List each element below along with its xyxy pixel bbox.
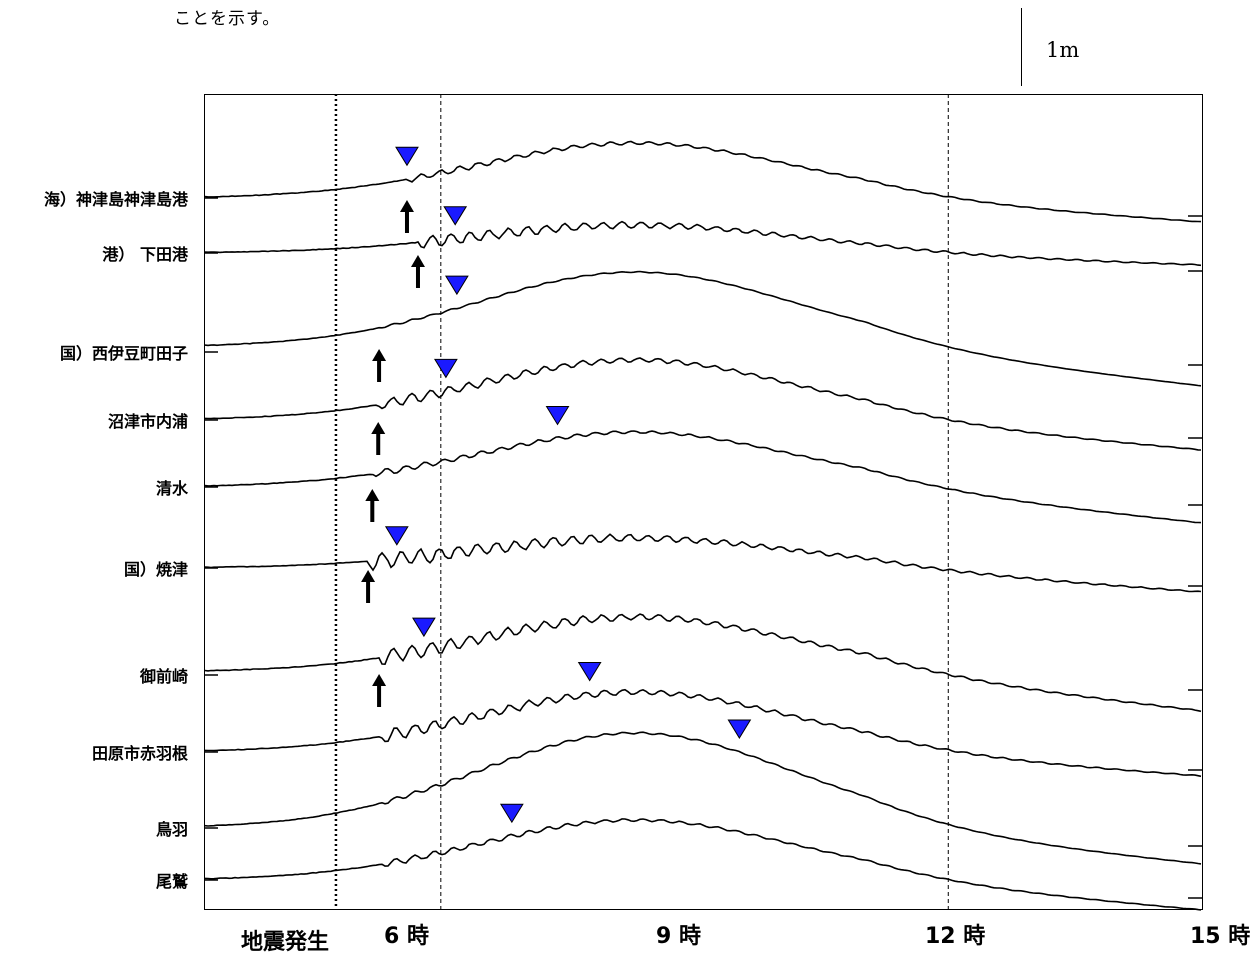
max-height-marker [499,803,524,824]
caption-text: ことを示す。 [174,9,281,29]
scale-label: 1m [1046,38,1080,62]
x-tick-label: 15 時 [1190,924,1251,949]
max-height-marker [577,662,602,682]
arrival-arrow-shaft [376,433,381,455]
tide-trace-line [204,731,1202,865]
station-label: 尾鷲 [155,872,188,891]
arrival-arrow-shaft [377,685,382,707]
max-height-marker [444,275,469,296]
max-height-marker [433,358,458,379]
arrival-arrow [372,674,387,686]
tide-trace-line [204,357,1202,451]
tide-trace-line [204,688,1202,778]
station-label: 清水 [155,479,188,498]
max-height-marker [727,719,752,740]
tide-trace-line [204,140,1202,223]
station-label: 田原市赤羽根 [91,744,188,763]
arrival-arrow [371,422,386,434]
x-tick-label: 6 時 [384,924,429,949]
arrival-arrow [410,255,425,267]
arrival-arrow-shaft [377,360,382,382]
tide-trace-line [204,430,1202,524]
earthquake-label: 地震発生 [241,930,330,955]
station-label: 沼津市内浦 [107,412,188,431]
plot-frame [204,94,1203,910]
station-label: 国）焼津 [123,560,188,579]
station-label: 港） 下田港 [102,245,188,264]
scale-bar [1021,8,1022,86]
arrival-arrow [361,570,376,582]
station-label: 国）西伊豆町田子 [59,344,188,363]
max-height-marker [412,617,436,638]
arrival-arrow-shaft [366,581,371,603]
station-label: 御前崎 [139,667,188,686]
x-tick-label: 9 時 [656,924,701,949]
tide-trace-line [204,220,1202,267]
max-height-marker [443,206,468,226]
arrival-arrow [365,489,380,501]
tide-trace-line [204,613,1202,713]
max-height-marker [395,146,419,167]
arrival-arrow-shaft [370,500,375,522]
max-height-marker [384,526,409,546]
tide-trace-line [204,818,1202,911]
station-label: 鳥羽 [155,820,188,839]
tide-trace-line [204,270,1202,387]
arrival-arrow [399,200,414,212]
arrival-arrow [372,349,387,361]
arrival-arrow-shaft [404,211,409,233]
tide-trace-line [204,533,1202,593]
arrival-arrow-shaft [415,266,420,288]
station-label: 海）神津島神津島港 [43,190,188,209]
max-height-marker [545,405,570,426]
x-tick-label: 12 時 [925,924,986,949]
